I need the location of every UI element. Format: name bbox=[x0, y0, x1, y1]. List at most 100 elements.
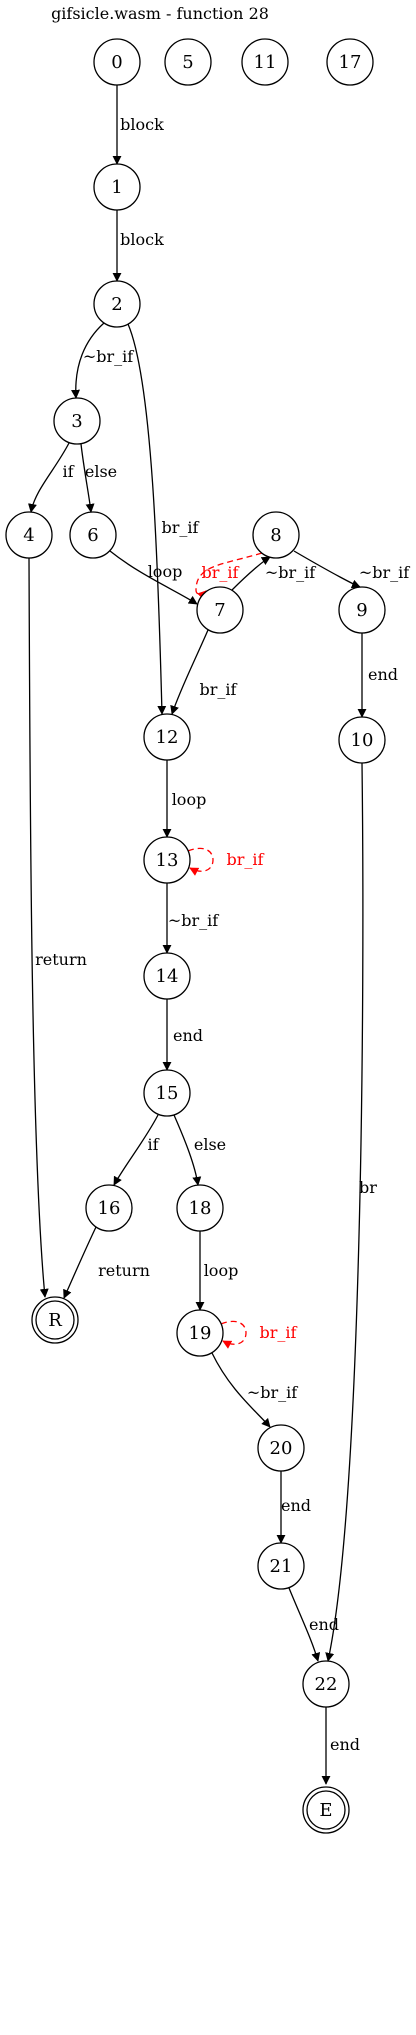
node-15: 15 bbox=[143, 1069, 191, 1117]
edge-19-to-19: br_if bbox=[220, 1320, 298, 1349]
node-circle bbox=[252, 511, 300, 559]
edge-label: br_if bbox=[202, 563, 240, 582]
edge-line bbox=[28, 442, 70, 513]
node-label: 22 bbox=[315, 1674, 338, 1695]
node-circle bbox=[176, 1184, 224, 1232]
edge-3-to-4: if bbox=[28, 442, 75, 513]
edge-18-to-19: loop bbox=[195, 1231, 239, 1311]
node-circle bbox=[5, 511, 53, 559]
edge-label: ~br_if bbox=[247, 1383, 298, 1402]
edge-16-to-R: return bbox=[63, 1226, 150, 1299]
edge-0-to-1: block bbox=[112, 85, 164, 165]
node-14: 14 bbox=[143, 952, 191, 1000]
edge-line bbox=[288, 1587, 321, 1662]
edge-line bbox=[195, 552, 263, 600]
node-circle bbox=[143, 713, 191, 761]
node-inner-circle bbox=[306, 1790, 346, 1830]
node-label: 4 bbox=[23, 525, 34, 546]
node-inner-circle bbox=[35, 1300, 75, 1340]
node-label: 0 bbox=[111, 52, 122, 73]
node-label: R bbox=[48, 1310, 62, 1331]
node-circle bbox=[93, 280, 141, 328]
edge-label: ~br_if bbox=[168, 911, 219, 930]
edge-12-to-13: loop bbox=[162, 760, 206, 838]
edge-15-to-18: else bbox=[173, 1114, 226, 1186]
edge-20-to-21: end bbox=[276, 1471, 311, 1544]
node-circle bbox=[326, 38, 374, 86]
edge-label: br_if bbox=[162, 518, 200, 537]
node-circle bbox=[53, 397, 101, 445]
node-label: 21 bbox=[270, 1556, 293, 1577]
edge-6-to-7: loop bbox=[109, 550, 198, 605]
node-13: 13 bbox=[143, 836, 191, 884]
node-label: 9 bbox=[356, 600, 367, 621]
node-circle bbox=[257, 1424, 305, 1472]
node-21: 21 bbox=[257, 1542, 305, 1590]
graph-title: gifsicle.wasm - function 28 bbox=[51, 4, 269, 23]
node-11: 11 bbox=[241, 38, 289, 86]
edge-label: end bbox=[281, 1496, 311, 1515]
edge-label: return bbox=[98, 1261, 150, 1280]
edge-line bbox=[231, 556, 271, 591]
edge-8-to-7: br_if bbox=[195, 552, 263, 600]
edge-22-to-E: end bbox=[321, 1707, 360, 1785]
edge-label: if bbox=[147, 1135, 159, 1154]
node-label: 8 bbox=[270, 525, 281, 546]
node-label: 11 bbox=[254, 52, 277, 73]
edge-9-to-10: end bbox=[357, 633, 398, 718]
node-3: 3 bbox=[53, 397, 101, 445]
edge-1-to-2: block bbox=[112, 210, 164, 282]
node-label: 10 bbox=[351, 730, 374, 751]
edge-label: end bbox=[309, 1615, 339, 1634]
edge-line bbox=[170, 629, 209, 715]
node-0: 0 bbox=[93, 38, 141, 86]
edge-label: else bbox=[194, 1135, 226, 1154]
edge-7-to-8: ~br_if bbox=[231, 556, 316, 591]
node-17: 17 bbox=[326, 38, 374, 86]
node-label: 18 bbox=[189, 1198, 212, 1219]
node-E: E bbox=[302, 1786, 350, 1834]
node-label: 1 bbox=[111, 177, 122, 198]
node-8: 8 bbox=[252, 511, 300, 559]
edge-label: end bbox=[330, 1735, 360, 1754]
edge-label: loop bbox=[204, 1261, 239, 1280]
node-circle bbox=[196, 586, 244, 634]
node-label: 5 bbox=[182, 52, 193, 73]
node-label: 17 bbox=[339, 52, 362, 73]
node-circle bbox=[176, 1309, 224, 1357]
edge-label: br_if bbox=[200, 680, 238, 699]
node-circle bbox=[85, 1184, 133, 1232]
node-circle bbox=[257, 1542, 305, 1590]
edge-13-to-13: br_if bbox=[187, 847, 265, 876]
node-20: 20 bbox=[257, 1424, 305, 1472]
node-circle bbox=[143, 1069, 191, 1117]
node-label: 13 bbox=[156, 850, 179, 871]
node-label: 12 bbox=[156, 727, 179, 748]
edge-label: br bbox=[359, 1178, 377, 1197]
edge-label: block bbox=[120, 230, 164, 249]
edge-line bbox=[113, 1114, 159, 1186]
node-12: 12 bbox=[143, 713, 191, 761]
node-circle bbox=[164, 38, 212, 86]
edge-10-to-22: br bbox=[325, 762, 377, 1662]
node-circle bbox=[241, 38, 289, 86]
edge-label: br_if bbox=[227, 850, 265, 869]
edge-label: loop bbox=[148, 562, 183, 581]
edge-3-to-6: else bbox=[80, 443, 117, 513]
node-circle bbox=[143, 952, 191, 1000]
node-label: 15 bbox=[156, 1083, 179, 1104]
edge-label: br_if bbox=[260, 1323, 298, 1342]
node-19: 19 bbox=[176, 1309, 224, 1357]
edge-13-to-14: ~br_if bbox=[162, 883, 219, 954]
node-label: 2 bbox=[111, 294, 122, 315]
node-label: 3 bbox=[71, 411, 82, 432]
edge-line bbox=[187, 847, 214, 876]
edge-label: if bbox=[62, 462, 74, 481]
node-16: 16 bbox=[85, 1184, 133, 1232]
node-label: 16 bbox=[98, 1198, 121, 1219]
edge-line bbox=[211, 1352, 271, 1428]
edge-label: ~br_if bbox=[265, 563, 316, 582]
edge-4-to-R: return bbox=[28, 557, 87, 1298]
